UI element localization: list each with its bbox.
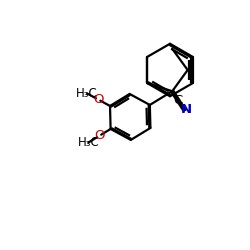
Text: O: O <box>94 129 105 142</box>
Text: N: N <box>181 103 192 116</box>
Text: H₃C: H₃C <box>78 136 99 149</box>
Text: H₃C: H₃C <box>76 87 98 100</box>
Text: C: C <box>173 94 182 107</box>
Text: O: O <box>93 93 104 106</box>
